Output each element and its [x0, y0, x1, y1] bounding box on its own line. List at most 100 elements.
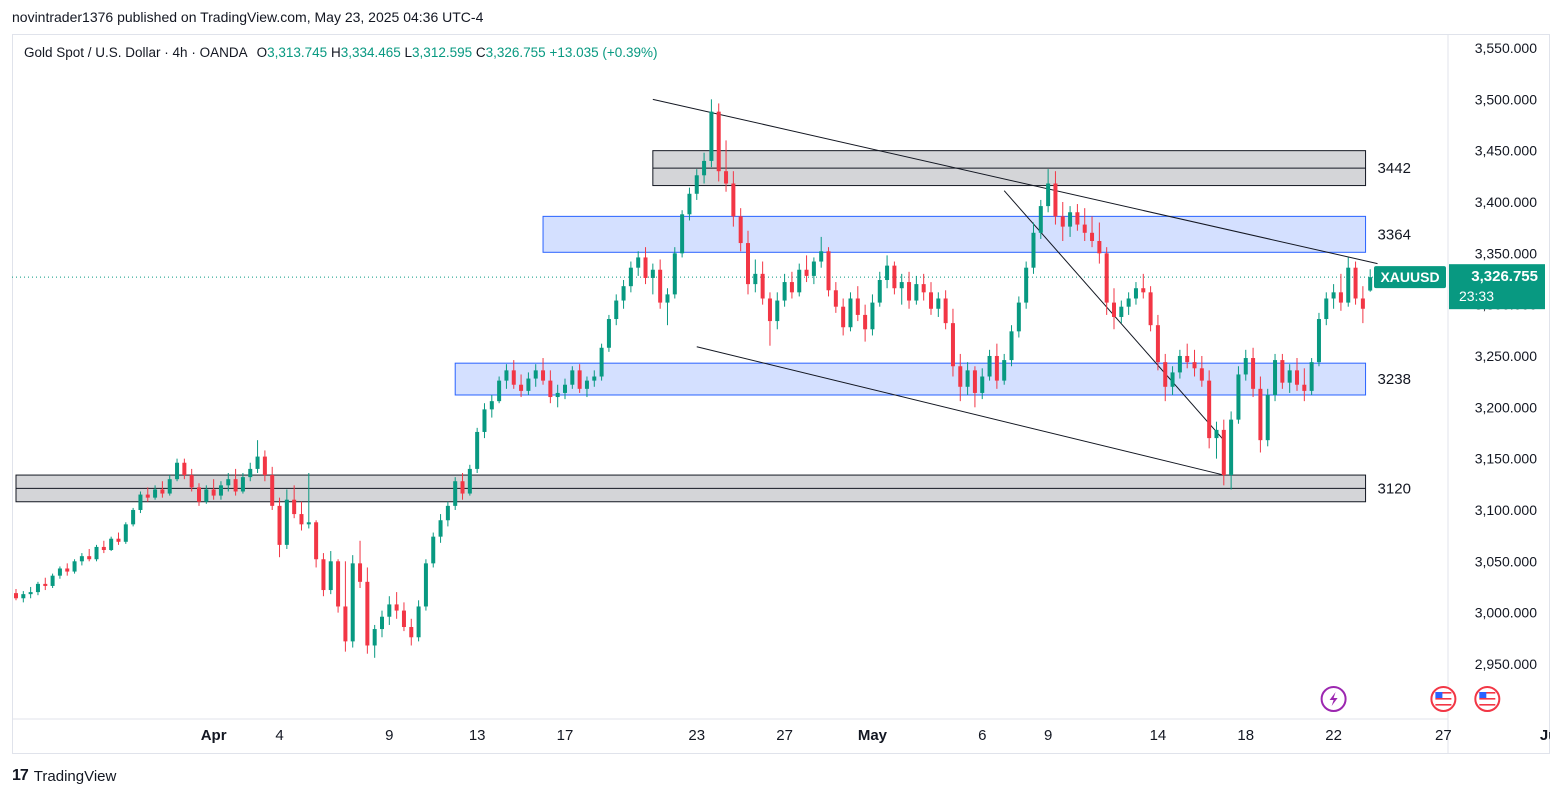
- candle-body: [563, 384, 567, 393]
- candle-body: [1053, 183, 1058, 217]
- time-tick-label: 17: [557, 727, 574, 744]
- zone-3238[interactable]: [454, 362, 1367, 396]
- candle-body: [1368, 277, 1373, 291]
- trendline-2[interactable]: [696, 346, 1224, 476]
- candle-body: [350, 563, 355, 642]
- candle-body: [1046, 183, 1051, 207]
- time-tick-label: 22: [1325, 727, 1342, 744]
- candle: [833, 282, 838, 313]
- candle: [321, 553, 326, 597]
- candle-body: [197, 487, 201, 502]
- candle: [1221, 419, 1226, 486]
- candle-body: [226, 479, 231, 486]
- candle-body: [1353, 267, 1358, 299]
- candle-body: [548, 380, 553, 398]
- candle-body: [775, 300, 780, 322]
- events-layer: [1320, 686, 1501, 712]
- candle-body: [1360, 298, 1365, 309]
- candle-body: [401, 610, 406, 628]
- candle: [1199, 355, 1204, 387]
- candle-body: [292, 499, 297, 515]
- candle-body: [687, 193, 692, 215]
- candle-body: [621, 286, 626, 301]
- candle-body: [240, 477, 245, 492]
- candle-body: [1324, 298, 1329, 320]
- candle-body: [841, 306, 846, 328]
- footer-brand[interactable]: 17 TradingView: [12, 767, 116, 785]
- candle-body: [1273, 360, 1278, 395]
- trendline-1[interactable]: [652, 98, 1378, 265]
- chart-panel[interactable]: 3442 3364 3238 3120 3,550.000 3,500.000 3,450…: [12, 34, 1550, 754]
- candle-body: [519, 384, 524, 391]
- candle-body: [218, 485, 223, 496]
- candle-body: [870, 302, 875, 330]
- candle-body: [848, 298, 853, 328]
- candle-body: [921, 284, 926, 293]
- candle-body: [57, 568, 62, 576]
- candle-body: [482, 409, 487, 432]
- zone-3364[interactable]: [542, 215, 1367, 253]
- candle: [1368, 269, 1373, 292]
- candle: [94, 544, 99, 562]
- candle: [482, 403, 487, 439]
- candle: [1119, 300, 1124, 324]
- candle-body: [709, 111, 714, 161]
- symbol-tag-text: XAUUSD: [1380, 269, 1439, 285]
- last-price-text: 3,326.755: [1471, 268, 1538, 285]
- ohlc-open-label: O: [256, 45, 268, 60]
- time-tick-label: 13: [469, 727, 486, 744]
- candle: [614, 294, 619, 326]
- candle: [1273, 353, 1278, 402]
- price-tick-label: 2,950.000: [1475, 656, 1537, 672]
- candle-body: [767, 298, 772, 322]
- candle: [365, 567, 370, 654]
- candle-body: [1068, 212, 1073, 227]
- candle: [1346, 257, 1351, 307]
- candle-body: [233, 479, 238, 492]
- candle-body: [35, 583, 40, 593]
- candle: [841, 298, 846, 336]
- candle-body: [1280, 360, 1285, 383]
- candle: [870, 294, 875, 336]
- candle: [1177, 349, 1182, 379]
- candle: [423, 559, 428, 611]
- candle: [101, 540, 106, 554]
- candle-body: [497, 380, 502, 402]
- candle: [577, 364, 582, 393]
- candle-body: [358, 563, 363, 582]
- ohlc-low-label: L: [404, 45, 413, 60]
- us-flag-event-icon[interactable]: [1430, 686, 1457, 712]
- candle: [445, 501, 450, 527]
- us-flag-event-icon[interactable]: [1474, 686, 1501, 712]
- candle: [899, 273, 904, 305]
- candle: [636, 251, 641, 276]
- candle-body: [1287, 370, 1292, 383]
- candles-layer: [14, 99, 1373, 658]
- candle: [892, 261, 897, 295]
- price-tick-label: 3,400.000: [1475, 194, 1537, 210]
- candle: [65, 563, 70, 576]
- candle: [1031, 222, 1036, 274]
- candle: [1133, 282, 1138, 305]
- candle-body: [416, 606, 421, 638]
- candle: [1316, 312, 1321, 367]
- candle: [965, 362, 970, 395]
- candle-body: [72, 561, 77, 572]
- candle-body: [855, 298, 860, 315]
- energy-event-icon[interactable]: [1320, 686, 1347, 712]
- candle-body: [1163, 362, 1168, 387]
- price-tick-label: 3,350.000: [1475, 245, 1537, 261]
- candle: [753, 259, 758, 293]
- candle: [775, 292, 780, 330]
- candle-body: [1112, 302, 1116, 317]
- candle-body: [306, 522, 311, 525]
- candle-body: [131, 509, 136, 525]
- zone-label-3120: 3120: [1378, 480, 1411, 497]
- time-tick-label: Apr: [201, 727, 227, 744]
- candle: [584, 376, 589, 398]
- candle-body: [1133, 288, 1138, 299]
- candlestick-chart[interactable]: 3442 3364 3238 3120 3,550.000 3,500.000 3,450…: [12, 34, 1550, 754]
- candle: [1090, 216, 1095, 248]
- candle: [1009, 325, 1014, 367]
- candle-body: [1024, 267, 1029, 303]
